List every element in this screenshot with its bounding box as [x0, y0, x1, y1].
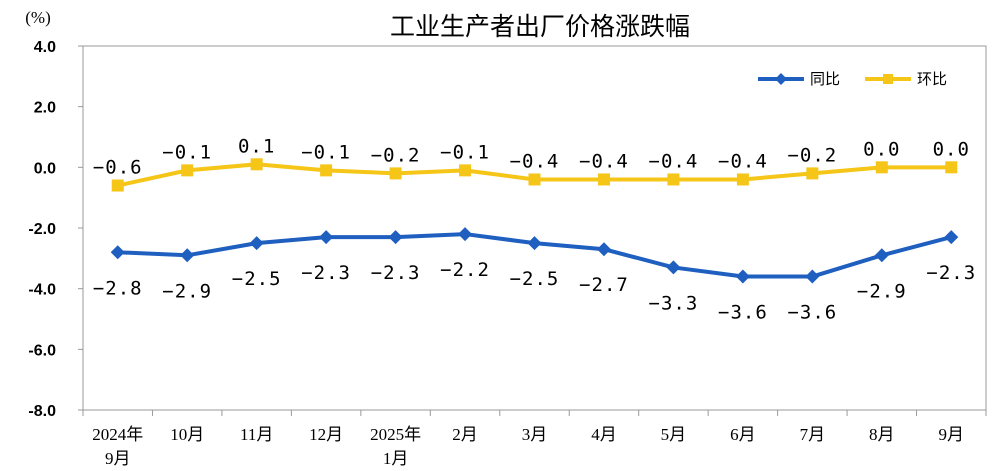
data-label: 0.0 [863, 138, 900, 160]
data-point [875, 161, 888, 174]
data-point [389, 167, 402, 180]
data-point [249, 236, 264, 251]
data-label: −0.2 [371, 144, 421, 166]
y-tick-label: 2.0 [34, 100, 56, 117]
data-point [458, 227, 473, 242]
legend-label: 同比 [810, 70, 840, 88]
y-tick-label: 4.0 [34, 39, 56, 56]
y-tick-label: -2.0 [28, 221, 56, 238]
legend-marker [775, 73, 787, 85]
data-label: −2.2 [440, 259, 490, 281]
x-tick-label: 10月 [170, 425, 204, 444]
x-tick-label: 2025年 [370, 425, 421, 444]
data-label: −0.1 [162, 141, 212, 163]
x-tick-label: 2024年 [92, 425, 143, 444]
data-label: −2.5 [510, 268, 560, 290]
y-tick-label: -8.0 [28, 403, 56, 420]
data-label: −2.3 [301, 262, 351, 284]
data-labels: −2.8 −2.9 −2.5 −2.3 −2.3 −2.2 −2.5 −2.7 −3.3 −3.6… [93, 135, 976, 324]
data-point [388, 230, 403, 245]
data-point [459, 164, 472, 177]
data-point [181, 164, 194, 177]
data-label: −0.4 [718, 150, 768, 172]
data-point [528, 173, 541, 186]
data-point [667, 173, 680, 186]
data-label: −0.6 [93, 157, 143, 179]
data-point [596, 242, 611, 257]
data-point [805, 269, 820, 284]
x-tick-label: 2月 [452, 425, 478, 444]
data-label: −0.1 [440, 141, 490, 163]
data-point [806, 167, 819, 180]
data-point [736, 173, 749, 186]
legend-label: 环比 [917, 70, 947, 88]
data-point [527, 236, 542, 251]
x-tick-label: 8月 [869, 425, 895, 444]
data-point [666, 260, 681, 275]
data-label: −0.2 [787, 144, 837, 166]
series-layer [110, 158, 959, 284]
plot-area [82, 45, 987, 411]
y-axis-unit: (%) [25, 8, 50, 27]
y-tick-label: 0.0 [34, 160, 56, 177]
data-label: −3.6 [787, 302, 837, 324]
data-label: −2.5 [232, 268, 282, 290]
data-point [874, 248, 889, 263]
data-point [250, 158, 263, 171]
data-point [319, 230, 334, 245]
x-tick-label: 3月 [522, 425, 548, 444]
data-label: 0.1 [238, 135, 275, 157]
y-tick-label: -4.0 [28, 282, 56, 299]
data-point [320, 164, 333, 177]
x-tick-label: 9月 [105, 449, 131, 468]
data-label: 0.0 [933, 138, 970, 160]
data-point [180, 248, 195, 263]
x-tick-label: 5月 [661, 425, 687, 444]
legend: 同比 环比 [758, 70, 947, 88]
x-tick-label: 9月 [939, 425, 965, 444]
data-label: −0.4 [649, 150, 699, 172]
data-label: −2.8 [93, 277, 143, 299]
data-label: −2.3 [371, 262, 421, 284]
y-axis-ticks: 4.0 2.0 0.0 -2.0 -4.0 -6.0 -8.0 [28, 39, 83, 420]
data-label: −3.6 [718, 302, 768, 324]
x-tick-label: 12月 [309, 425, 343, 444]
x-axis-ticks: 2024年 9月 10月 11月 12月 2025年 1月 2月 3月 4月 5月 6月 7月 8月 9月 [82, 410, 987, 468]
data-point [945, 161, 958, 174]
data-label: −2.3 [926, 262, 976, 284]
data-label: −2.9 [857, 280, 907, 302]
x-tick-label: 6月 [730, 425, 756, 444]
x-tick-label: 11月 [240, 425, 273, 444]
data-label: −2.7 [579, 274, 629, 296]
y-tick-label: -6.0 [28, 342, 56, 359]
data-point [944, 230, 959, 245]
data-point [735, 269, 750, 284]
x-tick-label: 1月 [383, 449, 409, 468]
x-tick-label: 7月 [800, 425, 826, 444]
data-label: −0.4 [579, 150, 629, 172]
data-label: −3.3 [649, 292, 699, 314]
data-point [597, 173, 610, 186]
x-tick-label: 4月 [591, 425, 617, 444]
legend-marker [883, 74, 893, 84]
data-label: −0.4 [510, 150, 560, 172]
data-label: −0.1 [301, 141, 351, 163]
data-label: −2.9 [162, 280, 212, 302]
chart-title: 工业生产者出厂价格涨跌幅 [390, 12, 690, 41]
data-point [111, 179, 124, 192]
data-point [110, 245, 125, 260]
